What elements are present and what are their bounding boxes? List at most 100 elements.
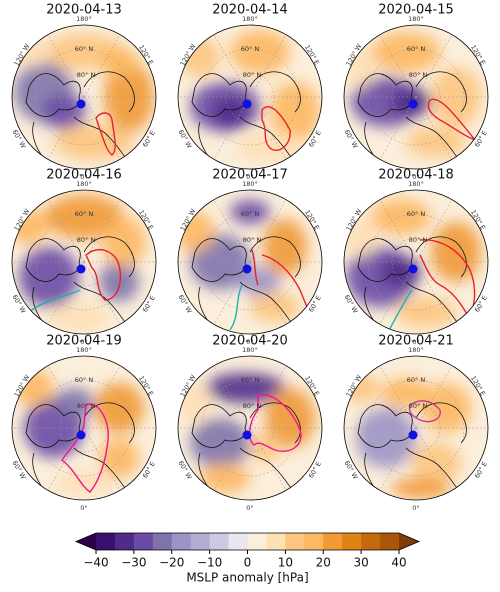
graticule-label: 180° xyxy=(242,180,258,188)
panel-title: 2020-04-13 xyxy=(46,3,122,18)
panel-title: 2020-04-19 xyxy=(46,334,122,349)
anomaly-blob xyxy=(49,302,109,332)
anomaly-blob xyxy=(371,32,441,72)
map-field xyxy=(178,25,322,169)
graticule-label: 180° xyxy=(408,346,424,354)
graticule-meridian xyxy=(213,261,251,325)
graticule-meridian xyxy=(379,365,417,429)
graticule-meridian xyxy=(47,96,85,160)
trajectory-contour xyxy=(261,106,291,151)
graticule-label: 60° N xyxy=(241,210,260,218)
map-border xyxy=(343,24,489,170)
colorbar-bin xyxy=(133,533,154,550)
panel-title: 2020-04-15 xyxy=(378,3,454,18)
graticule-label: 80° N xyxy=(243,402,262,410)
colorbar: −40 −30 −20 −10 0 10 20 30 40 MSLP anomaly [hPa] xyxy=(74,532,421,585)
anomaly-blob xyxy=(178,212,215,252)
graticule-meridian xyxy=(415,96,453,160)
trajectory-contour xyxy=(85,248,122,301)
graticule-label: 180° xyxy=(76,180,92,188)
graticule-label: 180° xyxy=(408,180,424,188)
anomaly-field xyxy=(178,373,315,493)
coastline xyxy=(357,236,467,328)
colorbar-bin xyxy=(361,533,381,550)
colorbar-bin xyxy=(171,533,192,550)
graticule-label: 80° N xyxy=(409,71,428,79)
station-marker xyxy=(408,430,418,440)
station-marker xyxy=(242,264,252,274)
graticule-meridian xyxy=(47,261,85,325)
graticule-meridian xyxy=(83,427,121,491)
graticule-label: 80° N xyxy=(409,236,428,244)
trajectory-contour xyxy=(427,98,478,142)
coastline xyxy=(25,71,135,163)
graticule-label: 0° xyxy=(246,173,253,181)
anomaly-blob xyxy=(381,378,431,408)
graticule-label: 180° xyxy=(242,15,258,23)
anomaly-blob xyxy=(54,388,94,418)
trajectory-contour xyxy=(229,284,243,331)
colorbar-bin xyxy=(342,533,362,550)
graticule-meridian xyxy=(213,427,251,491)
colorbar-tick-label: −40 xyxy=(83,556,108,570)
graticule-meridian xyxy=(379,199,417,263)
map-field xyxy=(178,190,322,334)
map-field xyxy=(344,190,488,334)
graticule-label: 60° N xyxy=(241,45,260,53)
anomaly-blob xyxy=(200,463,250,493)
graticule-label: 60° N xyxy=(241,376,260,384)
graticule-meridian xyxy=(213,34,251,98)
graticule-label: 60° N xyxy=(407,45,426,53)
anomaly-blob xyxy=(396,297,456,327)
map-field xyxy=(344,25,488,169)
colorbar-bin xyxy=(209,533,230,550)
anomaly-blob xyxy=(212,97,248,127)
colorbar-bin xyxy=(114,533,135,550)
colorbar-tick-label: 0 xyxy=(244,556,252,570)
graticule-meridian xyxy=(213,365,251,429)
anomaly-blob xyxy=(250,292,300,322)
anomaly-blob xyxy=(406,127,466,157)
graticule-meridian xyxy=(379,96,417,160)
graticule-meridian xyxy=(415,34,453,98)
colorbar-bin xyxy=(152,533,173,550)
graticule-label: 180° xyxy=(408,15,424,23)
colorbar-bin xyxy=(266,533,286,550)
coastline xyxy=(191,236,301,328)
coastline xyxy=(191,402,301,494)
station-marker xyxy=(242,99,252,109)
anomaly-blob xyxy=(99,262,139,302)
anomaly-blob xyxy=(54,124,134,160)
panel-title: 2020-04-16 xyxy=(46,168,122,183)
coastline xyxy=(357,71,467,163)
colorbar-bin xyxy=(228,533,248,550)
graticule-meridian xyxy=(379,261,417,325)
graticule-meridian xyxy=(415,427,453,491)
colorbar-tick-label: −20 xyxy=(159,556,184,570)
station-marker xyxy=(76,99,86,109)
graticule-label: 0° xyxy=(80,504,87,512)
graticule-meridian xyxy=(379,34,417,98)
colorbar-bin xyxy=(247,533,267,550)
colorbar-tick-label: 30 xyxy=(353,556,368,570)
map-field xyxy=(178,356,322,500)
map-field xyxy=(344,356,488,500)
graticule-meridian xyxy=(415,199,453,263)
anomaly-blob xyxy=(42,94,86,130)
graticule-meridian xyxy=(249,427,287,491)
graticule-label: 0° xyxy=(412,504,419,512)
colorbar-bin xyxy=(285,533,305,550)
graticule-meridian xyxy=(415,365,453,429)
graticule-meridian xyxy=(213,199,251,263)
coastline xyxy=(25,402,135,494)
graticule-label: 0° xyxy=(412,338,419,346)
graticule-label: 180° xyxy=(76,15,92,23)
map-field xyxy=(12,25,156,169)
